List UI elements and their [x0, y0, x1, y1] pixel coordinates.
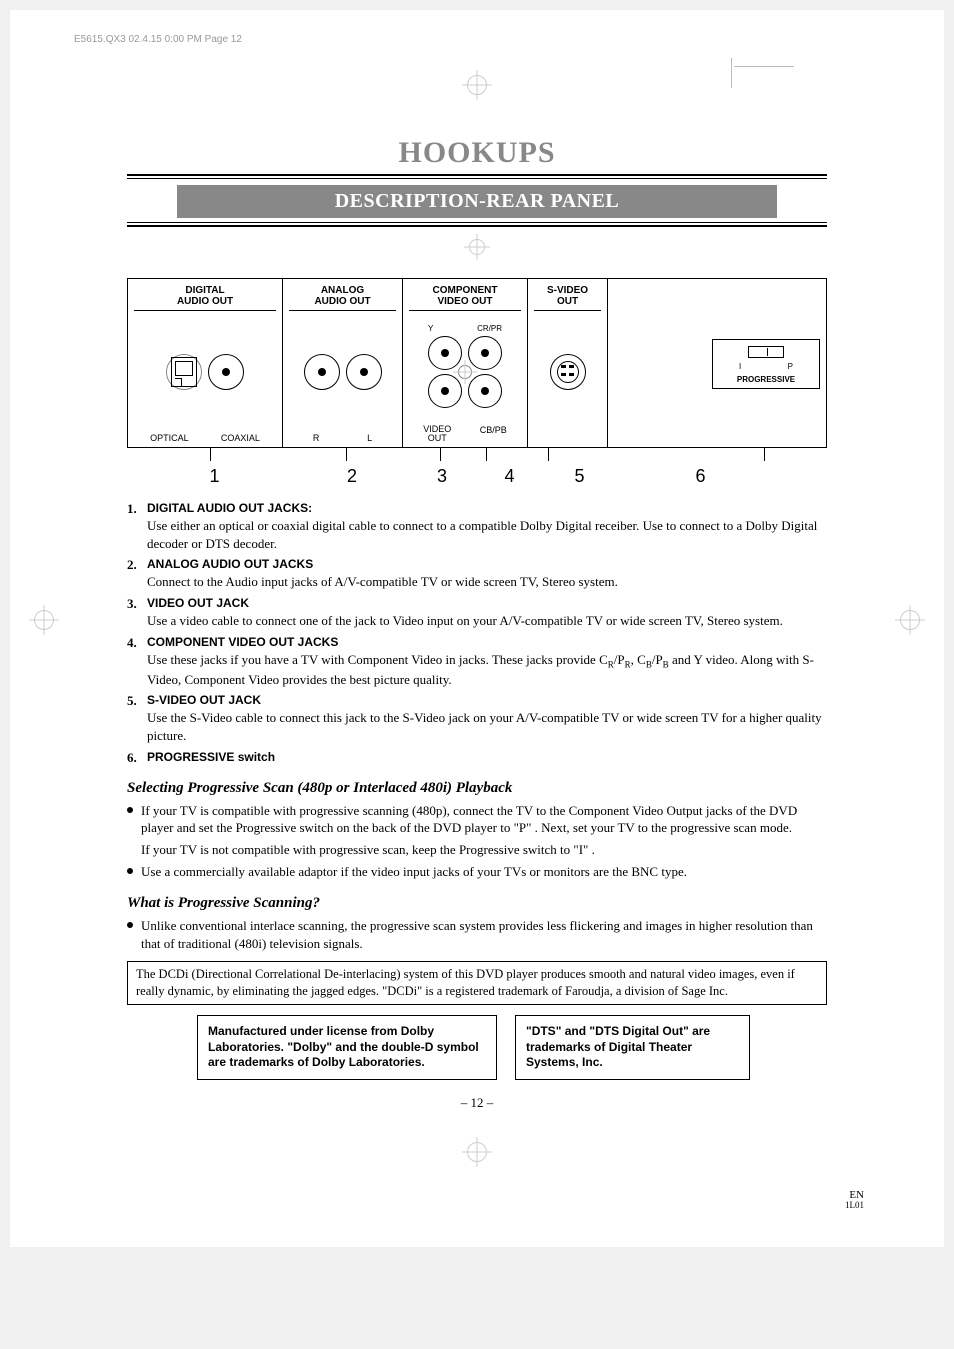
jack-label: VIDEO OUT	[423, 425, 451, 443]
group-title: DIGITAL AUDIO OUT	[134, 285, 276, 311]
rca-jack-icon	[346, 354, 382, 390]
jack-list: DIGITAL AUDIO OUT JACKS: Use either an o…	[127, 499, 827, 768]
leader-num: 2	[302, 466, 402, 487]
jack-label: R	[313, 433, 320, 443]
item-head: PROGRESSIVE switch	[147, 749, 827, 765]
item-head: DIGITAL AUDIO OUT JACKS:	[147, 500, 827, 516]
rule	[127, 225, 827, 227]
jack-label: Y	[428, 324, 433, 333]
item-body: Use the S-Video cable to connect this ja…	[147, 708, 827, 744]
item-head: VIDEO OUT JACK	[147, 595, 827, 611]
list-item: COMPONENT VIDEO OUT JACKS Use these jack…	[127, 633, 827, 691]
registration-mark-bottom	[10, 1112, 944, 1167]
rca-jack-icon	[428, 374, 462, 408]
subsection-title: What is Progressive Scanning?	[127, 883, 827, 916]
bullet-list: Unlike conventional interlace scanning, …	[127, 916, 827, 955]
bullet-list: If your TV is compatible with progressiv…	[127, 801, 827, 883]
list-item: VIDEO OUT JACK Use a video cable to conn…	[127, 594, 827, 633]
group-analog-audio: ANALOG AUDIO OUT R L	[283, 279, 403, 447]
crop-edge	[731, 58, 732, 88]
corner-line: 1L01	[845, 1201, 864, 1211]
corner-code: EN 1L01	[845, 1189, 864, 1211]
leader-num: 1	[127, 466, 302, 487]
bullet-text: If your TV is compatible with progressiv…	[141, 803, 797, 836]
item-head: ANALOG AUDIO OUT JACKS	[147, 556, 827, 572]
page: E5615.QX3 02.4.15 0:00 PM Page 12 HOOKUP…	[10, 10, 944, 1247]
page-number: – 12 –	[127, 1080, 827, 1112]
body-text: DIGITAL AUDIO OUT JACKS: Use either an o…	[127, 493, 827, 1112]
leader-num: 6	[622, 466, 827, 487]
corner-line: EN	[845, 1189, 864, 1201]
dts-box: "DTS" and "DTS Digital Out" are trademar…	[515, 1015, 750, 1080]
switch-label-p: P	[788, 362, 793, 371]
registration-mark-right	[900, 610, 920, 635]
registration-mark-left	[34, 610, 54, 635]
item-body: Use either an optical or coaxial digital…	[147, 516, 827, 552]
group-progressive: I P PROGRESSIVE	[706, 279, 826, 447]
group-title: S-VIDEO OUT	[534, 285, 601, 311]
dolby-box: Manufactured under license from Dolby La…	[197, 1015, 497, 1080]
list-item: If your TV is compatible with progressiv…	[127, 801, 827, 862]
group-component-video: COMPONENT VIDEO OUT Y CR/PR	[403, 279, 528, 447]
registration-mark-top	[10, 75, 944, 100]
list-item: Unlike conventional interlace scanning, …	[127, 916, 827, 955]
item-body: Connect to the Audio input jacks of A/V-…	[147, 572, 827, 591]
list-item: DIGITAL AUDIO OUT JACKS: Use either an o…	[127, 499, 827, 555]
rule	[127, 174, 827, 176]
jack-label: CR/PR	[477, 324, 502, 333]
item-head: COMPONENT VIDEO OUT JACKS	[147, 634, 827, 650]
print-meta: E5615.QX3 02.4.15 0:00 PM Page 12	[10, 30, 944, 75]
bullet-subtext: If your TV is not compatible with progre…	[141, 837, 827, 859]
group-s-video: S-VIDEO OUT	[528, 279, 608, 447]
leader-lines	[128, 447, 826, 461]
list-item: S-VIDEO OUT JACK Use the S-Video cable t…	[127, 691, 827, 747]
rule	[127, 222, 827, 223]
crop-edge	[734, 66, 794, 67]
trademark-boxes: Manufactured under license from Dolby La…	[127, 1015, 827, 1080]
leader-num: 5	[537, 466, 622, 487]
page-title: HOOKUPS	[127, 130, 827, 172]
group-title: COMPONENT VIDEO OUT	[409, 285, 521, 311]
leader-num: 4	[482, 466, 537, 487]
jack-label: CB/PB	[480, 425, 507, 443]
jack-label: OPTICAL	[150, 433, 189, 443]
item-body: Use these jacks if you have a TV with Co…	[147, 650, 827, 688]
jack-label: L	[367, 433, 372, 443]
switch-label-i: I	[739, 362, 741, 371]
coaxial-jack-icon	[208, 354, 244, 390]
group-title: ANALOG AUDIO OUT	[289, 285, 396, 311]
group-digital-audio: DIGITAL AUDIO OUT OPTICAL COAXIAL	[128, 279, 283, 447]
switch-label: PROGRESSIVE	[737, 375, 795, 384]
section-heading: DESCRIPTION-REAR PANEL	[177, 185, 777, 218]
optical-jack-icon	[166, 354, 202, 390]
rule	[127, 178, 827, 179]
rca-jack-icon	[304, 354, 340, 390]
panel-gap	[608, 279, 706, 447]
rear-panel-diagram: DIGITAL AUDIO OUT OPTICAL COAXIAL ANALOG…	[127, 278, 827, 448]
list-item: ANALOG AUDIO OUT JACKS Connect to the Au…	[127, 555, 827, 594]
registration-mark-icon	[458, 365, 472, 379]
note-box: The DCDi (Directional Correlational De-i…	[127, 961, 827, 1005]
rca-jack-icon	[428, 336, 462, 370]
rca-jack-icon	[468, 336, 502, 370]
svideo-jack-icon	[550, 354, 586, 390]
item-body: Use a video cable to connect one of the …	[147, 611, 827, 630]
list-item: Use a commercially available adaptor if …	[127, 862, 827, 884]
progressive-switch-icon: I P PROGRESSIVE	[712, 339, 820, 389]
leader-num: 3	[402, 466, 482, 487]
list-item: PROGRESSIVE switch	[127, 748, 827, 768]
registration-mark-mid	[127, 229, 827, 270]
jack-label: COAXIAL	[221, 433, 260, 443]
item-head: S-VIDEO OUT JACK	[147, 692, 827, 708]
subsection-title: Selecting Progressive Scan (480p or Inte…	[127, 768, 827, 801]
content-column: HOOKUPS DESCRIPTION-REAR PANEL DIGITAL A…	[127, 130, 827, 1112]
rca-jack-icon	[468, 374, 502, 408]
